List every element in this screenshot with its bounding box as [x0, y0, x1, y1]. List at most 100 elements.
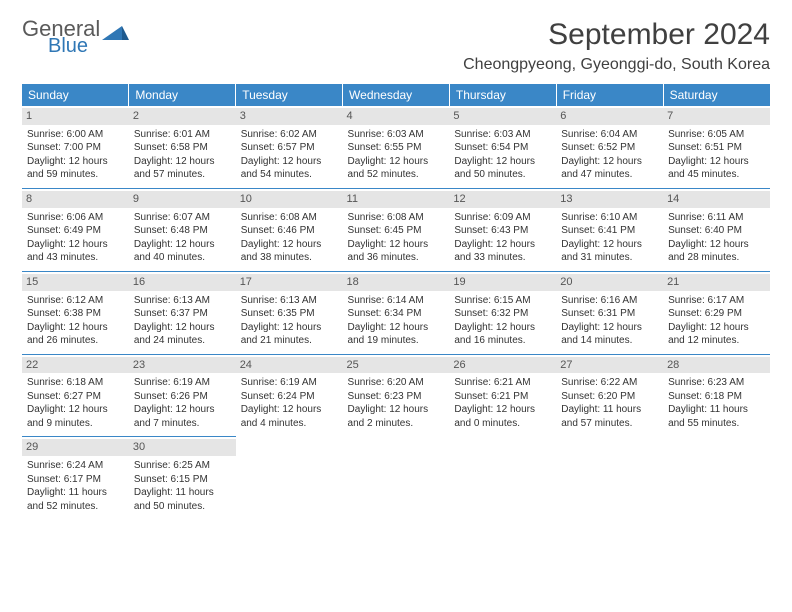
- calendar-week-row: 1Sunrise: 6:00 AMSunset: 7:00 PMDaylight…: [22, 106, 770, 188]
- daylight-line: Daylight: 11 hours and 57 minutes.: [561, 403, 658, 430]
- calendar-day-cell: [556, 437, 663, 519]
- day-number: 19: [449, 274, 556, 291]
- daylight-line: Daylight: 12 hours and 47 minutes.: [561, 155, 658, 182]
- sunrise-line: Sunrise: 6:10 AM: [561, 211, 658, 225]
- daylight-line: Daylight: 12 hours and 14 minutes.: [561, 321, 658, 348]
- day-number: 25: [343, 357, 450, 374]
- calendar-day-cell: 6 Sunrise: 6:04 AMSunset: 6:52 PMDaylight…: [556, 106, 663, 188]
- calendar-week-row: 29Sunrise: 6:24 AMSunset: 6:17 PMDayligh…: [22, 437, 770, 519]
- daylight-line: Daylight: 12 hours and 33 minutes.: [454, 238, 551, 265]
- calendar-day-cell: 26Sunrise: 6:21 AMSunset: 6:21 PMDayligh…: [449, 354, 556, 437]
- sunrise-line: Sunrise: 6:08 AM: [241, 211, 338, 225]
- location-subtitle: Cheongpyeong, Gyeonggi-do, South Korea: [463, 56, 770, 74]
- sunrise-line: Sunrise: 6:01 AM: [134, 128, 231, 142]
- daylight-line: Daylight: 12 hours and 57 minutes.: [134, 155, 231, 182]
- sunset-line: Sunset: 6:58 PM: [134, 141, 231, 155]
- calendar-day-cell: 29Sunrise: 6:24 AMSunset: 6:17 PMDayligh…: [22, 437, 129, 519]
- calendar-day-cell: 19Sunrise: 6:15 AMSunset: 6:32 PMDayligh…: [449, 271, 556, 354]
- day-number: 9: [129, 191, 236, 208]
- calendar-day-cell: 4Sunrise: 6:03 AMSunset: 6:55 PMDaylight…: [343, 106, 450, 188]
- daylight-line: Daylight: 12 hours and 38 minutes.: [241, 238, 338, 265]
- daylight-line: Daylight: 12 hours and 21 minutes.: [241, 321, 338, 348]
- weekday-header: Tuesday: [236, 84, 343, 106]
- day-number: 1: [22, 108, 129, 125]
- calendar-day-cell: 10 Sunrise: 6:08 AMSunset: 6:46 PMDayligh…: [236, 188, 343, 271]
- sunrise-line: Sunrise: 6:03 AM: [454, 128, 551, 142]
- calendar-day-cell: 15Sunrise: 6:12 AMSunset: 6:38 PMDayligh…: [22, 271, 129, 354]
- calendar-day-cell: 27Sunrise: 6:22 AMSunset: 6:20 PMDayligh…: [556, 354, 663, 437]
- daylight-line: Daylight: 12 hours and 43 minutes.: [27, 238, 124, 265]
- sunrise-line: Sunrise: 6:16 AM: [561, 294, 658, 308]
- sunrise-line: Sunrise: 6:23 AM: [668, 376, 765, 390]
- calendar-day-cell: 1Sunrise: 6:00 AMSunset: 7:00 PMDaylight…: [22, 106, 129, 188]
- sunset-line: Sunset: 6:45 PM: [348, 224, 445, 238]
- sunset-line: Sunset: 6:24 PM: [241, 390, 338, 404]
- day-number: 6: [556, 108, 663, 125]
- calendar-day-cell: 13Sunrise: 6:10 AMSunset: 6:41 PMDayligh…: [556, 188, 663, 271]
- sunrise-line: Sunrise: 6:21 AM: [454, 376, 551, 390]
- sunrise-line: Sunrise: 6:02 AM: [241, 128, 338, 142]
- daylight-line: Daylight: 11 hours and 55 minutes.: [668, 403, 765, 430]
- logo: General Blue: [22, 18, 130, 56]
- day-number: 18: [343, 274, 450, 291]
- daylight-line: Daylight: 12 hours and 16 minutes.: [454, 321, 551, 348]
- sunrise-line: Sunrise: 6:13 AM: [134, 294, 231, 308]
- day-number: 28: [663, 357, 770, 374]
- day-number: 17: [236, 274, 343, 291]
- calendar-day-cell: 16Sunrise: 6:13 AMSunset: 6:37 PMDayligh…: [129, 271, 236, 354]
- calendar-day-cell: 17Sunrise: 6:13 AMSunset: 6:35 PMDayligh…: [236, 271, 343, 354]
- sunset-line: Sunset: 6:52 PM: [561, 141, 658, 155]
- calendar-day-cell: 11Sunrise: 6:08 AMSunset: 6:45 PMDayligh…: [343, 188, 450, 271]
- sunset-line: Sunset: 6:32 PM: [454, 307, 551, 321]
- daylight-line: Daylight: 12 hours and 12 minutes.: [668, 321, 765, 348]
- weekday-header: Monday: [129, 84, 236, 106]
- calendar-table: SundayMondayTuesdayWednesdayThursdayFrid…: [22, 84, 770, 519]
- daylight-line: Daylight: 12 hours and 2 minutes.: [348, 403, 445, 430]
- day-number: 24: [236, 357, 343, 374]
- daylight-line: Daylight: 12 hours and 28 minutes.: [668, 238, 765, 265]
- calendar-day-cell: 7Sunrise: 6:05 AMSunset: 6:51 PMDaylight…: [663, 106, 770, 188]
- daylight-line: Daylight: 12 hours and 26 minutes.: [27, 321, 124, 348]
- calendar-head: SundayMondayTuesdayWednesdayThursdayFrid…: [22, 84, 770, 106]
- calendar-day-cell: 28Sunrise: 6:23 AMSunset: 6:18 PMDayligh…: [663, 354, 770, 437]
- sunset-line: Sunset: 6:41 PM: [561, 224, 658, 238]
- sunset-line: Sunset: 6:49 PM: [27, 224, 124, 238]
- daylight-line: Daylight: 12 hours and 0 minutes.: [454, 403, 551, 430]
- sunrise-line: Sunrise: 6:13 AM: [241, 294, 338, 308]
- day-number: 22: [22, 357, 129, 374]
- day-number: 2: [129, 108, 236, 125]
- sunset-line: Sunset: 6:15 PM: [134, 473, 231, 487]
- calendar-week-row: 8Sunrise: 6:06 AMSunset: 6:49 PMDaylight…: [22, 188, 770, 271]
- day-number: 10: [236, 191, 343, 208]
- calendar-day-cell: [343, 437, 450, 519]
- calendar-day-cell: 23Sunrise: 6:19 AMSunset: 6:26 PMDayligh…: [129, 354, 236, 437]
- daylight-line: Daylight: 12 hours and 4 minutes.: [241, 403, 338, 430]
- calendar-day-cell: 25Sunrise: 6:20 AMSunset: 6:23 PMDayligh…: [343, 354, 450, 437]
- sunset-line: Sunset: 6:31 PM: [561, 307, 658, 321]
- daylight-line: Daylight: 11 hours and 50 minutes.: [134, 486, 231, 513]
- day-number: 21: [663, 274, 770, 291]
- daylight-line: Daylight: 12 hours and 19 minutes.: [348, 321, 445, 348]
- sunrise-line: Sunrise: 6:05 AM: [668, 128, 765, 142]
- daylight-line: Daylight: 12 hours and 24 minutes.: [134, 321, 231, 348]
- sunset-line: Sunset: 6:46 PM: [241, 224, 338, 238]
- sunset-line: Sunset: 6:37 PM: [134, 307, 231, 321]
- daylight-line: Daylight: 12 hours and 52 minutes.: [348, 155, 445, 182]
- sunset-line: Sunset: 6:48 PM: [134, 224, 231, 238]
- sunrise-line: Sunrise: 6:19 AM: [134, 376, 231, 390]
- sunset-line: Sunset: 6:38 PM: [27, 307, 124, 321]
- daylight-line: Daylight: 12 hours and 45 minutes.: [668, 155, 765, 182]
- sunrise-line: Sunrise: 6:04 AM: [561, 128, 658, 142]
- calendar-day-cell: 18Sunrise: 6:14 AMSunset: 6:34 PMDayligh…: [343, 271, 450, 354]
- calendar-day-cell: 9Sunrise: 6:07 AMSunset: 6:48 PMDaylight…: [129, 188, 236, 271]
- calendar-day-cell: [236, 437, 343, 519]
- sunset-line: Sunset: 6:54 PM: [454, 141, 551, 155]
- sunset-line: Sunset: 6:27 PM: [27, 390, 124, 404]
- daylight-line: Daylight: 12 hours and 7 minutes.: [134, 403, 231, 430]
- calendar-day-cell: 24 Sunrise: 6:19 AMSunset: 6:24 PMDayligh…: [236, 354, 343, 437]
- day-number: 8: [22, 191, 129, 208]
- sunrise-line: Sunrise: 6:19 AM: [241, 376, 338, 390]
- sunrise-line: Sunrise: 6:07 AM: [134, 211, 231, 225]
- day-number: 20: [556, 274, 663, 291]
- sunrise-line: Sunrise: 6:18 AM: [27, 376, 124, 390]
